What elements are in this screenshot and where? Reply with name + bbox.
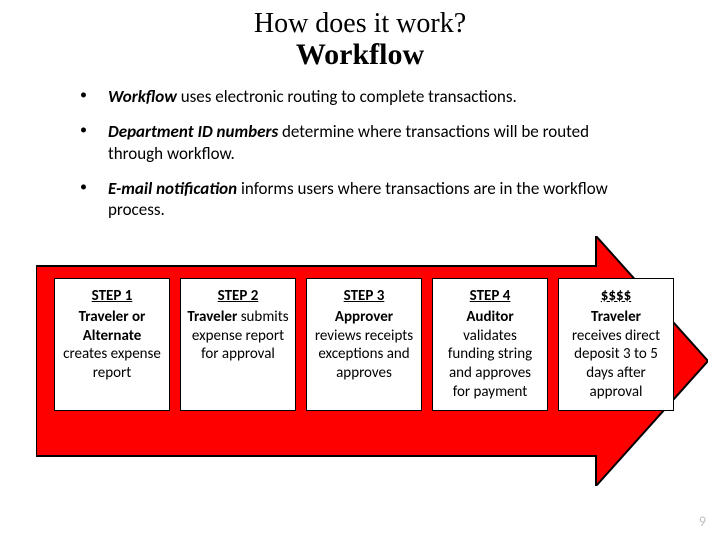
title-line-1: How does it work? [0, 8, 720, 40]
bullet-marker: • [80, 178, 108, 196]
steps-row: STEP 1 Traveler or Alternate creates exp… [54, 278, 674, 411]
step-box-1: STEP 1 Traveler or Alternate creates exp… [54, 278, 170, 411]
bullet-text: E-mail notification informs users where … [108, 178, 640, 221]
title-block: How does it work? Workflow [0, 0, 720, 72]
title-line-2: Workflow [0, 38, 720, 72]
bullet-text: Department ID numbers determine where tr… [108, 121, 640, 164]
bullet-marker: • [80, 121, 108, 139]
bullet-list: • Workflow uses electronic routing to co… [80, 86, 640, 220]
workflow-arrow-diagram: STEP 1 Traveler or Alternate creates exp… [36, 236, 708, 486]
step-box-4: STEP 4 Auditor validates funding string … [432, 278, 548, 411]
page-number: 9 [699, 513, 706, 530]
step-box-2: STEP 2 Traveler submits expense report f… [180, 278, 296, 411]
bullet-item: • E-mail notification informs users wher… [80, 178, 640, 221]
bullet-item: • Workflow uses electronic routing to co… [80, 86, 640, 107]
bullet-text: Workflow uses electronic routing to comp… [108, 86, 517, 107]
bullet-marker: • [80, 86, 108, 104]
step-box-5: $$$$ Traveler receives direct deposit 3 … [558, 278, 674, 411]
bullet-item: • Department ID numbers determine where … [80, 121, 640, 164]
step-box-3: STEP 3 Approver reviews receipts excepti… [306, 278, 422, 411]
